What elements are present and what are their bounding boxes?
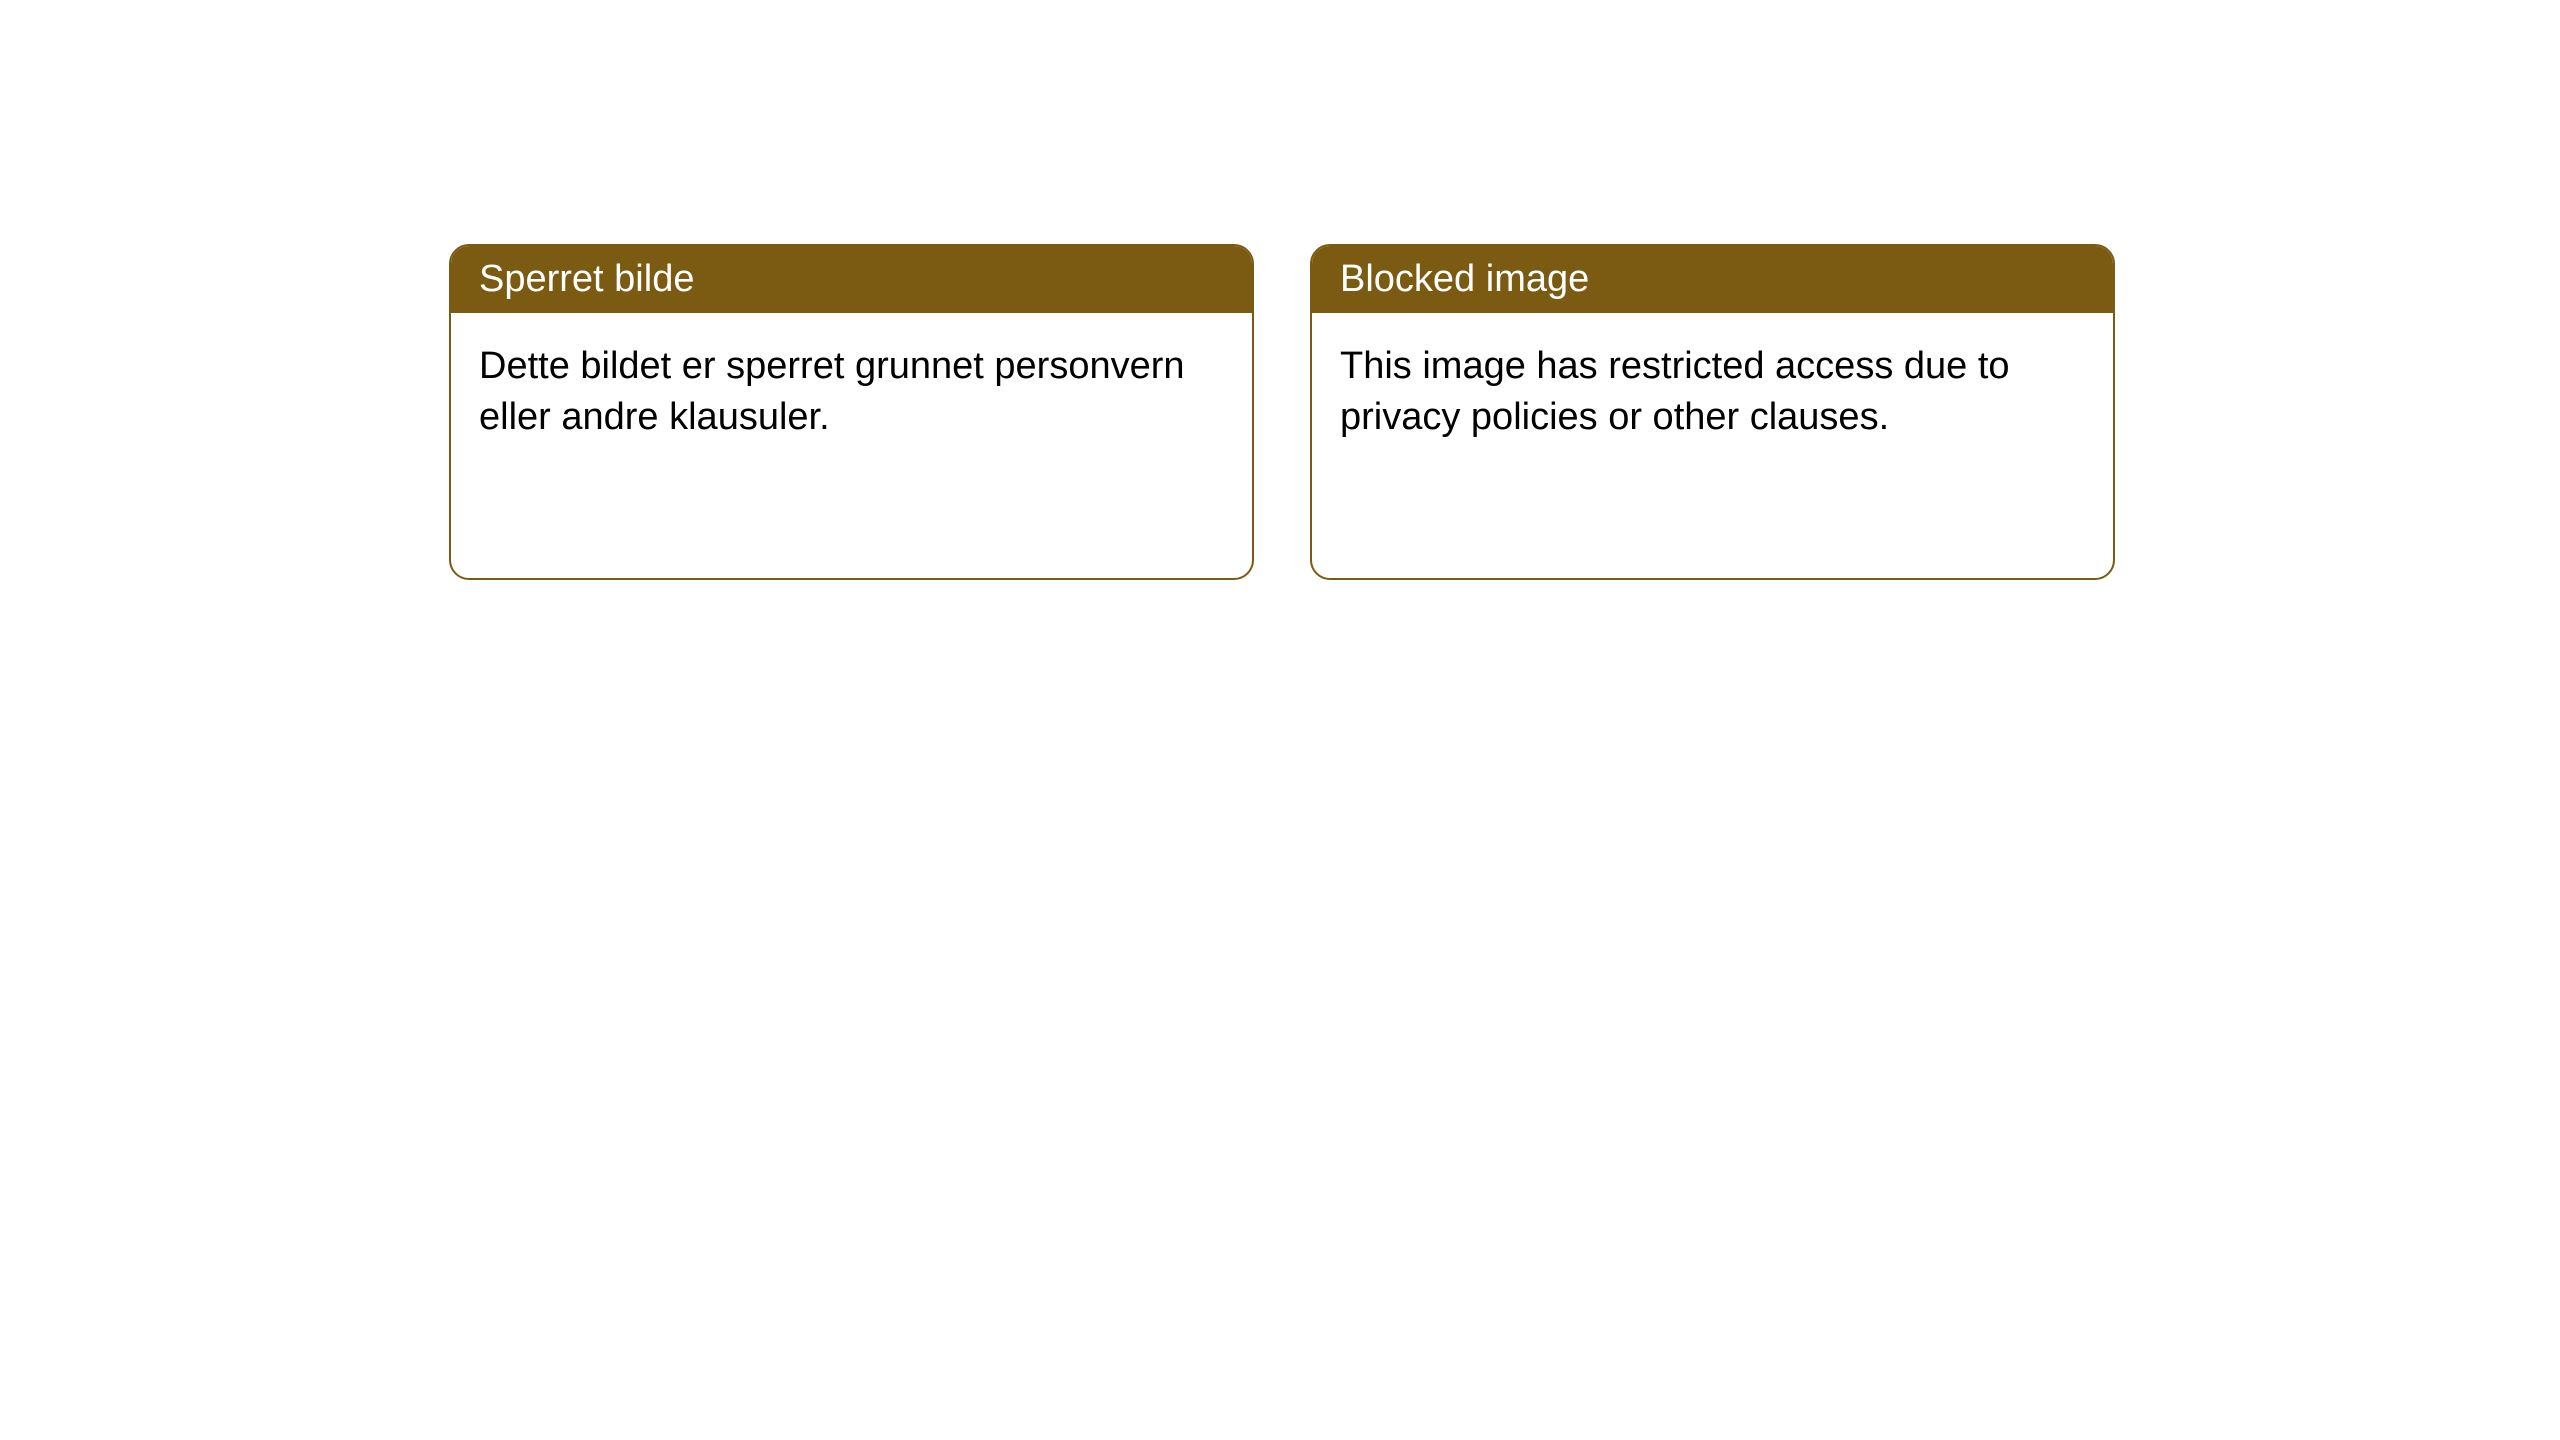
blocked-image-card-no: Sperret bilde Dette bildet er sperret gr…: [449, 244, 1254, 580]
card-body: This image has restricted access due to …: [1312, 313, 2113, 580]
card-body: Dette bildet er sperret grunnet personve…: [451, 313, 1252, 580]
card-body-text: This image has restricted access due to …: [1340, 345, 2010, 438]
card-body-text: Dette bildet er sperret grunnet personve…: [479, 345, 1185, 438]
card-title: Blocked image: [1340, 258, 1589, 300]
card-container: Sperret bilde Dette bildet er sperret gr…: [0, 0, 2560, 580]
card-title: Sperret bilde: [479, 258, 694, 300]
card-header: Sperret bilde: [451, 246, 1252, 313]
blocked-image-card-en: Blocked image This image has restricted …: [1310, 244, 2115, 580]
card-header: Blocked image: [1312, 246, 2113, 313]
